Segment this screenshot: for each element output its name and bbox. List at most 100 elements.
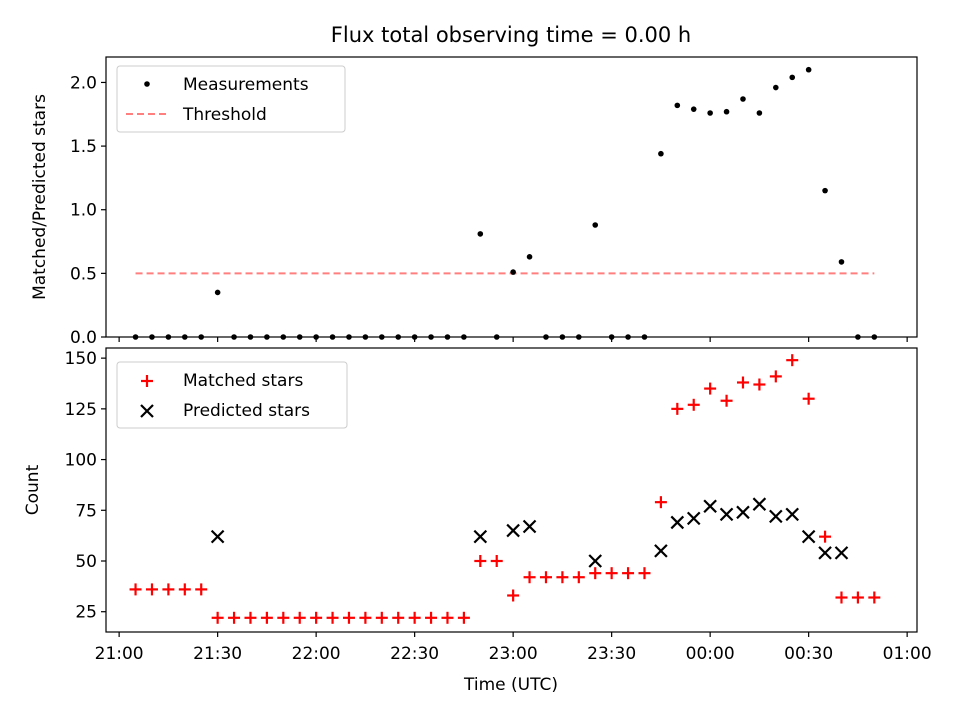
predicted-star-marker — [210, 529, 225, 544]
matched-star-marker — [260, 611, 273, 624]
matched-star-marker — [835, 591, 848, 604]
matched-star-marker — [293, 611, 306, 624]
predicted-star-marker — [736, 505, 750, 520]
top-y-tick-label: 1.0 — [70, 201, 97, 221]
legend-label-measurements: Measurements — [183, 75, 309, 95]
measurement-point — [658, 150, 664, 157]
predicted-star-marker — [522, 519, 537, 534]
matched-star-marker — [244, 611, 257, 624]
measurement-point — [592, 222, 599, 228]
matched-star-marker — [457, 611, 470, 624]
measurement-point — [674, 102, 681, 109]
x-axis-label: Time (UTC) — [463, 675, 558, 695]
measurement-point — [805, 66, 812, 73]
matched-star-marker — [310, 611, 323, 624]
top-y-tick-label: 0.0 — [70, 328, 97, 348]
bottom-x-tick-label: 22:00 — [292, 644, 341, 664]
top-legend-box — [116, 65, 346, 133]
bottom-y-tick-label: 25 — [75, 603, 97, 623]
matched-star-marker — [605, 567, 618, 580]
matched-star-marker — [868, 591, 881, 604]
top-x-ticks — [118, 337, 908, 342]
top-y-tick-label: 1.5 — [70, 137, 97, 157]
matched-star-marker — [425, 611, 438, 624]
predicted-star-marker — [769, 509, 783, 524]
top-panel: 0.00.51.01.52.0 Matched/Predicted stars … — [30, 56, 918, 348]
measurement-point — [822, 187, 828, 194]
legend-marker-predicted — [140, 404, 154, 418]
predicted-star-marker — [752, 497, 767, 511]
matched-star-marker — [359, 611, 372, 624]
predicted-star-marker — [686, 511, 701, 526]
legend-label-matched: Matched stars — [183, 371, 303, 391]
bottom-y-tick-label: 50 — [75, 552, 97, 572]
matched-star-marker — [736, 376, 749, 389]
legend-marker-matched — [141, 375, 153, 387]
top-legend: Measurements Threshold — [116, 65, 346, 133]
bottom-axes-frame — [105, 347, 918, 633]
matched-star-marker — [786, 354, 799, 367]
bottom-y-tick-label: 75 — [75, 501, 97, 521]
matched-star-marker — [342, 611, 355, 624]
legend-label-predicted: Predicted stars — [183, 401, 310, 421]
matched-star-marker — [507, 589, 520, 602]
measurement-point — [740, 96, 746, 102]
measurement-point — [838, 259, 845, 265]
matched-star-marker — [819, 530, 832, 543]
matched-star-marker — [408, 611, 421, 624]
matched-star-marker — [769, 370, 782, 383]
measurement-point — [773, 84, 779, 91]
predicted-star-marker — [818, 546, 832, 560]
matched-star-marker — [720, 394, 733, 407]
bottom-y-tick-label: 150 — [65, 349, 97, 369]
bottom-x-tick-label: 00:00 — [686, 644, 735, 664]
matched-star-marker — [539, 571, 552, 584]
measurement-point — [214, 289, 221, 296]
predicted-star-marker — [654, 544, 668, 558]
matched-star-marker — [851, 591, 864, 604]
matched-star-marker — [654, 496, 667, 509]
predicted-star-marker — [834, 546, 849, 560]
predicted-star-marker — [719, 507, 734, 522]
matched-stars-points — [129, 354, 881, 624]
matched-star-marker — [572, 571, 585, 584]
matched-star-marker — [145, 583, 158, 596]
top-y-axis-label: Matched/Predicted stars — [30, 94, 50, 300]
measurement-point — [723, 108, 730, 115]
matched-star-marker — [162, 583, 175, 596]
predicted-star-marker — [801, 529, 816, 544]
matched-star-marker — [474, 555, 487, 567]
predicted-star-marker — [670, 515, 685, 530]
predicted-star-marker — [473, 529, 488, 544]
matched-star-marker — [178, 583, 191, 596]
matched-star-marker — [211, 611, 224, 624]
matched-star-marker — [277, 611, 290, 624]
top-y-tick-label: 0.5 — [70, 264, 97, 284]
measurement-point — [510, 269, 516, 275]
matched-star-marker — [671, 402, 684, 415]
matched-star-marker — [326, 611, 339, 624]
bottom-y-tick-label: 100 — [65, 451, 97, 471]
bottom-y-ticks: 25 50 75 100 125 150 — [65, 349, 106, 623]
predicted-star-marker — [703, 499, 717, 514]
bottom-panel: 25 50 75 100 125 150 21:00 21:30 22:00 22:30 23:0… — [23, 347, 932, 695]
matched-star-marker — [556, 571, 569, 584]
matched-star-marker — [589, 567, 602, 580]
bottom-x-tick-label: 21:30 — [193, 644, 242, 664]
measurement-point — [526, 254, 533, 260]
bottom-y-axis-label: Count — [23, 464, 43, 515]
bottom-legend-box — [116, 361, 348, 429]
matched-star-marker — [523, 571, 536, 584]
measurement-point — [477, 231, 484, 237]
matched-star-marker — [687, 398, 700, 411]
measurement-points — [132, 66, 878, 340]
measurement-point — [707, 110, 713, 116]
matched-star-marker — [802, 392, 815, 405]
bottom-legend: Matched stars Predicted stars — [116, 361, 348, 429]
matched-star-marker — [375, 611, 388, 624]
measurement-point — [756, 110, 763, 116]
bottom-x-tick-label: 23:30 — [587, 644, 636, 664]
bottom-y-tick-label: 125 — [65, 400, 97, 420]
matched-star-marker — [392, 611, 405, 624]
